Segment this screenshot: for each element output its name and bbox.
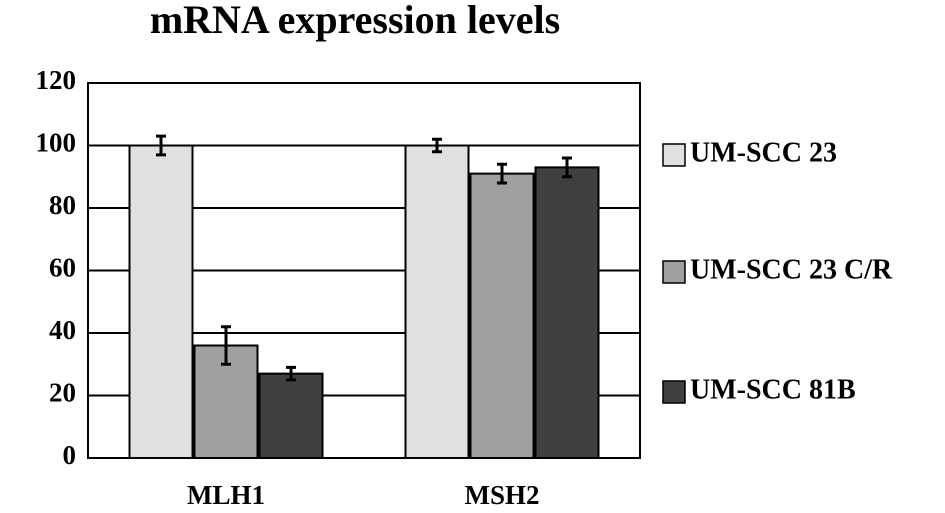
- y-tick-label: 120: [36, 65, 77, 95]
- error-bar: [432, 137, 442, 154]
- legend-swatch: [662, 380, 686, 404]
- legend-label: UM-SCC 23: [690, 137, 837, 168]
- y-tick-label: 80: [49, 190, 76, 220]
- error-bar: [562, 156, 572, 179]
- legend-swatch: [662, 260, 686, 284]
- bar: [258, 372, 324, 459]
- y-tick-label: 60: [49, 253, 76, 283]
- bar: [469, 172, 535, 459]
- y-tick-label: 20: [49, 378, 76, 408]
- legend-label: UM-SCC 81B: [690, 374, 856, 405]
- error-bar: [286, 365, 296, 382]
- y-tick-label: 100: [36, 128, 77, 158]
- error-bar: [221, 325, 231, 366]
- x-tick-label: MSH2: [464, 480, 539, 510]
- legend-label: UM-SCC 23 C/R: [690, 254, 893, 285]
- x-tick-label: MLH1: [187, 480, 265, 510]
- bar: [404, 144, 470, 459]
- y-tick-label: 40: [49, 315, 76, 345]
- y-tick-label: 0: [63, 440, 77, 470]
- error-bar: [156, 134, 166, 157]
- error-bar: [497, 162, 507, 185]
- bar: [128, 144, 194, 459]
- chart-title: mRNA expression levels: [150, 0, 560, 42]
- bar: [534, 166, 600, 459]
- legend-swatch: [662, 143, 686, 167]
